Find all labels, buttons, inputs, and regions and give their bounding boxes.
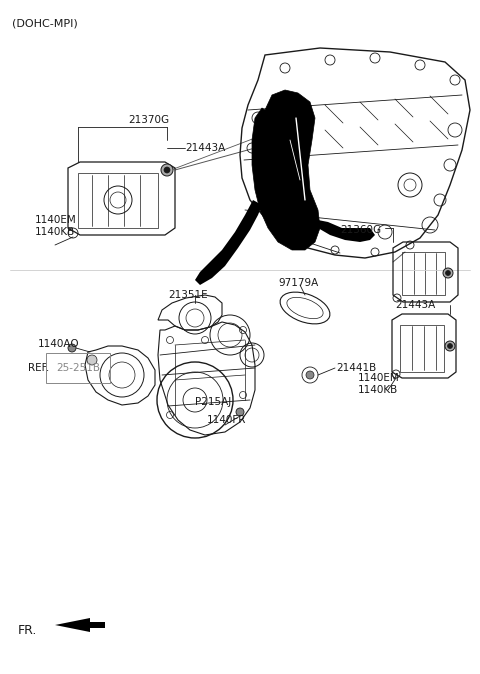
Text: P215AJ: P215AJ [195,397,231,407]
Circle shape [306,371,314,379]
Text: 21441B: 21441B [336,363,376,373]
Text: REF.: REF. [28,363,49,373]
Text: 1140KB: 1140KB [358,385,398,395]
Text: 21443A: 21443A [395,300,435,310]
Text: 21360G: 21360G [340,225,381,235]
Text: 21370G: 21370G [128,115,169,125]
Text: 1140KB: 1140KB [35,227,75,237]
Circle shape [68,344,76,352]
Polygon shape [318,220,375,242]
Circle shape [445,270,451,276]
Text: 21351E: 21351E [168,290,208,300]
Circle shape [236,408,244,416]
Polygon shape [195,200,262,285]
Text: FR.: FR. [18,623,37,636]
Text: 1140EM: 1140EM [358,373,400,383]
Circle shape [87,355,97,365]
Text: 1140AO: 1140AO [38,339,80,349]
Text: (DOHC-MPI): (DOHC-MPI) [12,18,78,28]
Polygon shape [55,618,105,632]
Circle shape [445,341,455,351]
Text: 21443A: 21443A [185,143,225,153]
Text: 1140EM: 1140EM [35,215,77,225]
Circle shape [443,268,453,278]
Text: 1140FR: 1140FR [207,415,246,425]
Text: 25-251B: 25-251B [56,363,100,373]
Circle shape [447,344,453,348]
Polygon shape [252,90,320,250]
Text: 97179A: 97179A [278,278,318,288]
Circle shape [164,167,170,173]
Circle shape [161,164,173,176]
